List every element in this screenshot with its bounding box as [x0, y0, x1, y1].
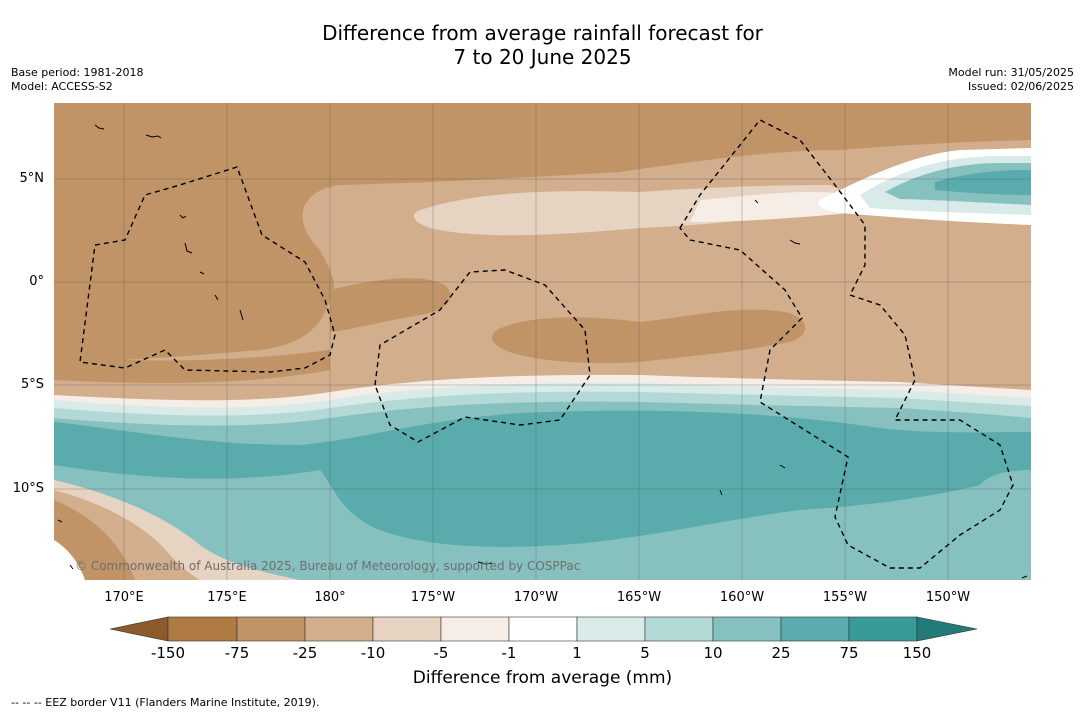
colorbar-bin [712, 616, 782, 642]
lon-label: 170°E [104, 590, 144, 605]
colorbar-tick: 1 [572, 644, 582, 662]
colorbar-tick: -25 [292, 644, 318, 662]
island-outlines [57, 124, 1028, 579]
colorbar-bin [236, 616, 306, 642]
eez-legend-note: -- -- -- EEZ border V11 (Flanders Marine… [11, 696, 320, 709]
colorbar-tick: -5 [433, 644, 449, 662]
colorbar-tick: -150 [150, 644, 186, 662]
colorbar-max-arrow [916, 616, 978, 642]
colorbar-bin [848, 616, 918, 642]
lon-label: 160°W [719, 590, 765, 605]
lon-label: 180° [314, 590, 346, 605]
colorbar-min-arrow [109, 616, 169, 642]
map-grid [54, 103, 1031, 580]
colorbar-tick: 75 [839, 644, 859, 662]
lat-label: 5°S [20, 377, 44, 392]
colorbar-tick: -75 [224, 644, 250, 662]
copyright-notice: © Commonwealth of Australia 2025, Bureau… [75, 559, 581, 573]
model-run: Model run: 31/05/2025 [948, 66, 1074, 79]
title-line-2: 7 to 20 June 2025 [453, 45, 632, 69]
colorbar-bin [304, 616, 374, 642]
colorbar-title: Difference from average (mm) [412, 668, 673, 688]
lat-label: 5°N [19, 171, 45, 186]
colorbar-bin [167, 616, 238, 642]
colorbar-bin [372, 616, 442, 642]
colorbar-tick: -1 [501, 644, 517, 662]
lon-label: 175°E [207, 590, 247, 605]
map-title: Difference from average rainfall forecas… [0, 21, 1085, 69]
lon-label: 155°W [822, 590, 868, 605]
colorbar-tick: 150 [902, 644, 932, 662]
lon-label: 165°W [616, 590, 662, 605]
colorbar [109, 616, 978, 642]
base-period: Base period: 1981-2018 [11, 66, 144, 79]
lon-label: 150°W [925, 590, 971, 605]
colorbar-tick: 25 [771, 644, 791, 662]
colorbar-tick: 5 [640, 644, 650, 662]
title-line-1: Difference from average rainfall forecas… [322, 21, 763, 45]
colorbar-bin [780, 616, 850, 642]
eez-borders [79, 119, 1014, 569]
model-info: Base period: 1981-2018 Model: ACCESS-S2 [11, 66, 143, 94]
rainfall-anomaly-field [54, 103, 1031, 580]
colorbar-tick: -10 [360, 644, 386, 662]
lat-label: 10°S [12, 481, 44, 496]
colorbar-bin [440, 616, 510, 642]
lon-label: 175°W [410, 590, 456, 605]
colorbar-bin [508, 616, 578, 642]
model-name: Model: ACCESS-S2 [11, 80, 113, 93]
colorbar-bin [644, 616, 714, 642]
issued-date: Issued: 02/06/2025 [967, 80, 1074, 93]
lon-label: 170°W [513, 590, 559, 605]
run-info: Model run: 31/05/2025 Issued: 02/06/2025 [948, 66, 1074, 94]
lat-label: 0° [29, 274, 44, 289]
colorbar-tick: 10 [703, 644, 723, 662]
colorbar-bin [576, 616, 646, 642]
